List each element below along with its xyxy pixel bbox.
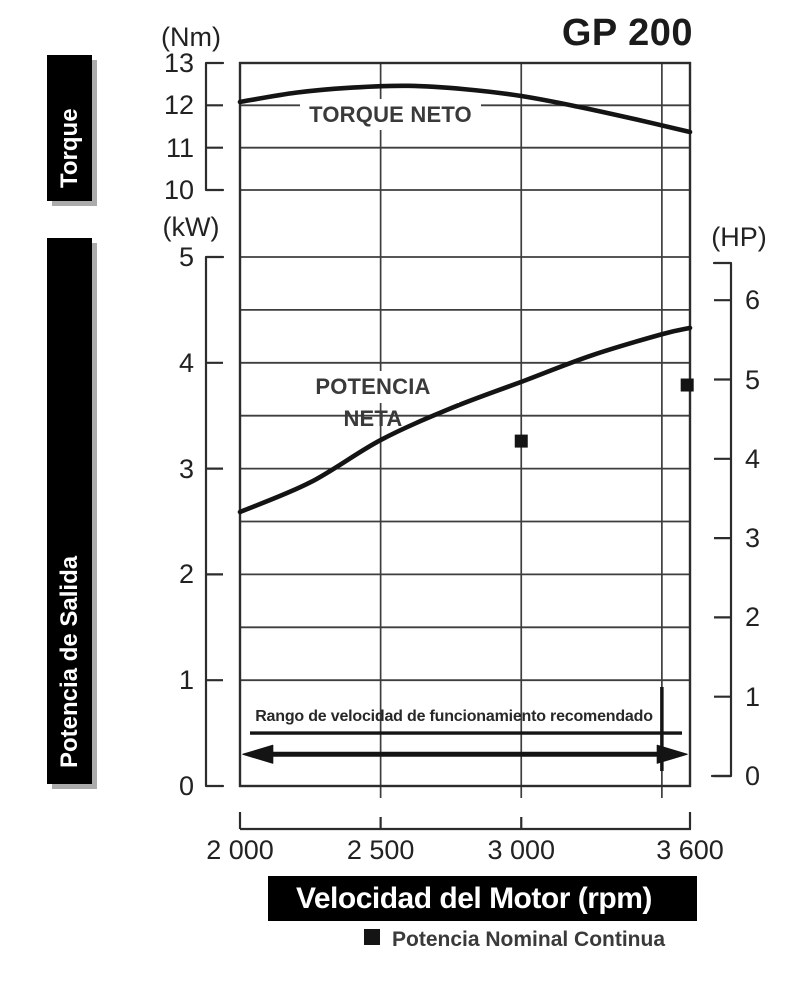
power-curve <box>237 325 693 515</box>
rated-power-legend-label: Potencia Nominal Continua <box>392 928 666 951</box>
torque-axis-banner: Torque <box>47 55 92 201</box>
rated-power-marker <box>514 434 528 448</box>
torque-unit-label: (Nm) <box>161 22 221 52</box>
torque-curve-label: TORQUE NETO <box>300 99 481 130</box>
range-arrow-right-head <box>656 744 688 764</box>
recommended-range-label: Rango de velocidad de funcionamiento rec… <box>255 708 653 725</box>
torque-axis-banner-label: Torque <box>56 108 83 188</box>
power-axis-banner-label: Potencia de Salida <box>56 555 83 768</box>
kw-axis-bracket <box>204 255 225 788</box>
rated-power-marker <box>680 378 694 392</box>
chart-title: GP 200 <box>561 12 693 54</box>
range-arrow-left-head <box>242 744 274 764</box>
plot-border <box>238 61 692 788</box>
rated-power-legend-swatch <box>364 929 380 945</box>
torque-curve <box>237 83 693 135</box>
hp-axis-bracket <box>710 261 733 778</box>
hp-unit-label: (HP) <box>711 222 767 252</box>
power-curve-label: POTENCIA NETA <box>287 371 459 431</box>
power-axis-banner: Potencia de Salida <box>47 238 92 784</box>
x-axis-title: Velocidad del Motor (rpm) <box>296 882 652 915</box>
nm-axis-bracket <box>204 61 225 192</box>
x-axis-title-banner: Velocidad del Motor (rpm) <box>268 876 697 921</box>
kw-unit-label: (kW) <box>162 212 220 242</box>
